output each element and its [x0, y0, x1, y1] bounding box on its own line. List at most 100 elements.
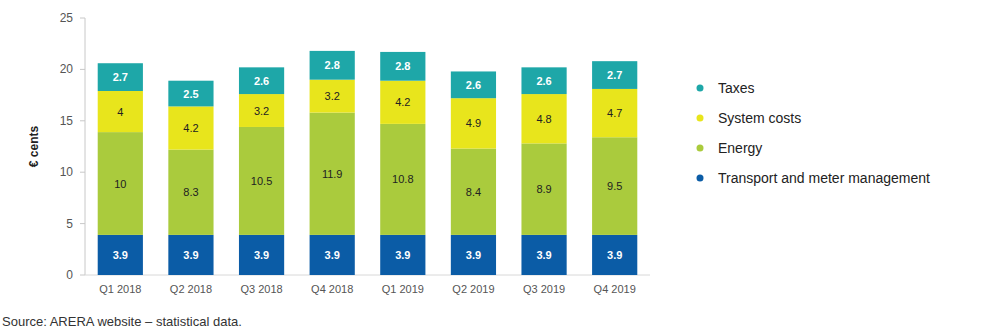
data-label: 2.5: [183, 88, 198, 100]
data-label: 4.2: [395, 96, 410, 108]
y-tick-label: 20: [60, 62, 74, 76]
data-label: 2.7: [607, 69, 622, 81]
data-label: 4.2: [183, 122, 198, 134]
bar-segment: [451, 235, 496, 275]
bar-segment: [98, 132, 143, 235]
data-label: 3.2: [254, 105, 269, 117]
bar-segment: [239, 67, 284, 94]
bar-segment: [168, 81, 213, 107]
bar-segment: [592, 137, 637, 235]
x-tick-label: Q3 2019: [523, 283, 565, 295]
bar-segment: [310, 51, 355, 80]
legend-swatch: [697, 85, 704, 92]
data-label: 2.6: [466, 79, 481, 91]
bar-segment: [380, 124, 425, 235]
bar-segment: [592, 89, 637, 137]
legend: Taxes System costs Energy Transport and met…: [697, 80, 931, 186]
data-label: 4.9: [466, 117, 481, 129]
bar-segment: [451, 149, 496, 235]
data-label: 2.6: [536, 75, 551, 87]
bar-segment: [521, 94, 566, 143]
x-tick-label: Q2 2019: [452, 283, 494, 295]
x-tick-label: Q3 2018: [240, 283, 282, 295]
x-tick-label: Q1 2019: [382, 283, 424, 295]
bar-segment: [592, 61, 637, 89]
x-tick-label: Q2 2018: [170, 283, 212, 295]
data-label: 4.8: [536, 113, 551, 125]
bar-segment: [380, 52, 425, 81]
data-label: 3.9: [607, 249, 622, 261]
data-label: 3.9: [183, 249, 198, 261]
data-label: 11.9: [322, 168, 343, 180]
legend-swatch: [697, 115, 704, 122]
data-label: 3.9: [113, 249, 128, 261]
data-label: 3.9: [466, 249, 481, 261]
bar-segment: [168, 106, 213, 149]
y-axis-line: [85, 18, 86, 275]
legend-swatch: [697, 175, 704, 182]
bar-segment: [239, 235, 284, 275]
data-label: 10.8: [392, 173, 413, 185]
bar-segment: [168, 235, 213, 275]
legend-label: Taxes: [718, 80, 755, 96]
bar-segment: [451, 71, 496, 98]
data-label: 3.2: [325, 90, 340, 102]
bar-segment: [310, 235, 355, 275]
chart-svg: 0 5 10 15 20 25 € cents Q1 2018 Q2 2018 Q3 2018 Q4…: [0, 0, 994, 333]
legend-swatch: [697, 145, 704, 152]
legend-label: Energy: [718, 140, 762, 156]
bar-segment: [168, 150, 213, 235]
data-label: 3.9: [536, 249, 551, 261]
data-label: 3.9: [254, 249, 269, 261]
x-tick-label: Q4 2019: [594, 283, 636, 295]
legend-label: Transport and meter management: [718, 170, 930, 186]
bar-segment: [521, 67, 566, 94]
y-tick: [80, 223, 85, 224]
data-label: 8.3: [183, 186, 198, 198]
data-label: 10.5: [251, 175, 272, 187]
source-note: Source: ARERA website – statistical data…: [2, 314, 242, 329]
x-tick-label: Q4 2018: [311, 283, 353, 295]
bar-segment: [521, 143, 566, 234]
bar-segment: [98, 235, 143, 275]
bar-segment: [310, 80, 355, 113]
bar-segment: [451, 98, 496, 148]
y-tick: [80, 172, 85, 173]
data-label: 3.9: [395, 249, 410, 261]
data-label: 4: [117, 106, 123, 118]
y-tick-label: 10: [60, 165, 74, 179]
y-tick: [80, 69, 85, 70]
data-label: 2.7: [113, 71, 128, 83]
legend-label: System costs: [718, 110, 801, 126]
bar-segment: [98, 63, 143, 91]
data-label: 10: [114, 178, 126, 190]
bar-segment: [239, 127, 284, 235]
data-label: 2.6: [254, 75, 269, 87]
bar-segment: [239, 94, 284, 127]
y-tick-label: 5: [66, 217, 73, 231]
chart-container: 0 5 10 15 20 25 € cents Q1 2018 Q2 2018 Q3 2018 Q4…: [0, 0, 994, 333]
bar-segment: [380, 81, 425, 124]
x-tick-label: Q1 2018: [99, 283, 141, 295]
data-label: 9.5: [607, 180, 622, 192]
data-label: 3.9: [325, 249, 340, 261]
bar-segment: [592, 235, 637, 275]
y-axis-label: € cents: [27, 125, 41, 167]
y-tick-label: 15: [60, 114, 74, 128]
bar-segment: [521, 235, 566, 275]
data-label: 8.9: [536, 183, 551, 195]
y-tick: [80, 275, 85, 276]
data-labels: 3.9 3.9 3.9 3.9 3.9 3.9 3.9 3.9 10 8.3 10.5 11.9 10.…: [113, 59, 623, 261]
bars: [98, 51, 638, 275]
data-label: 2.8: [395, 60, 410, 72]
data-label: 2.8: [325, 59, 340, 71]
data-label: 4.7: [607, 107, 622, 119]
y-tick-label: 0: [66, 268, 73, 282]
y-tick: [80, 18, 85, 19]
bar-segment: [98, 91, 143, 132]
data-label: 8.4: [466, 186, 481, 198]
bar-segment: [310, 113, 355, 235]
y-tick-label: 25: [60, 11, 74, 25]
bar-segment: [380, 235, 425, 275]
y-tick: [80, 120, 85, 121]
